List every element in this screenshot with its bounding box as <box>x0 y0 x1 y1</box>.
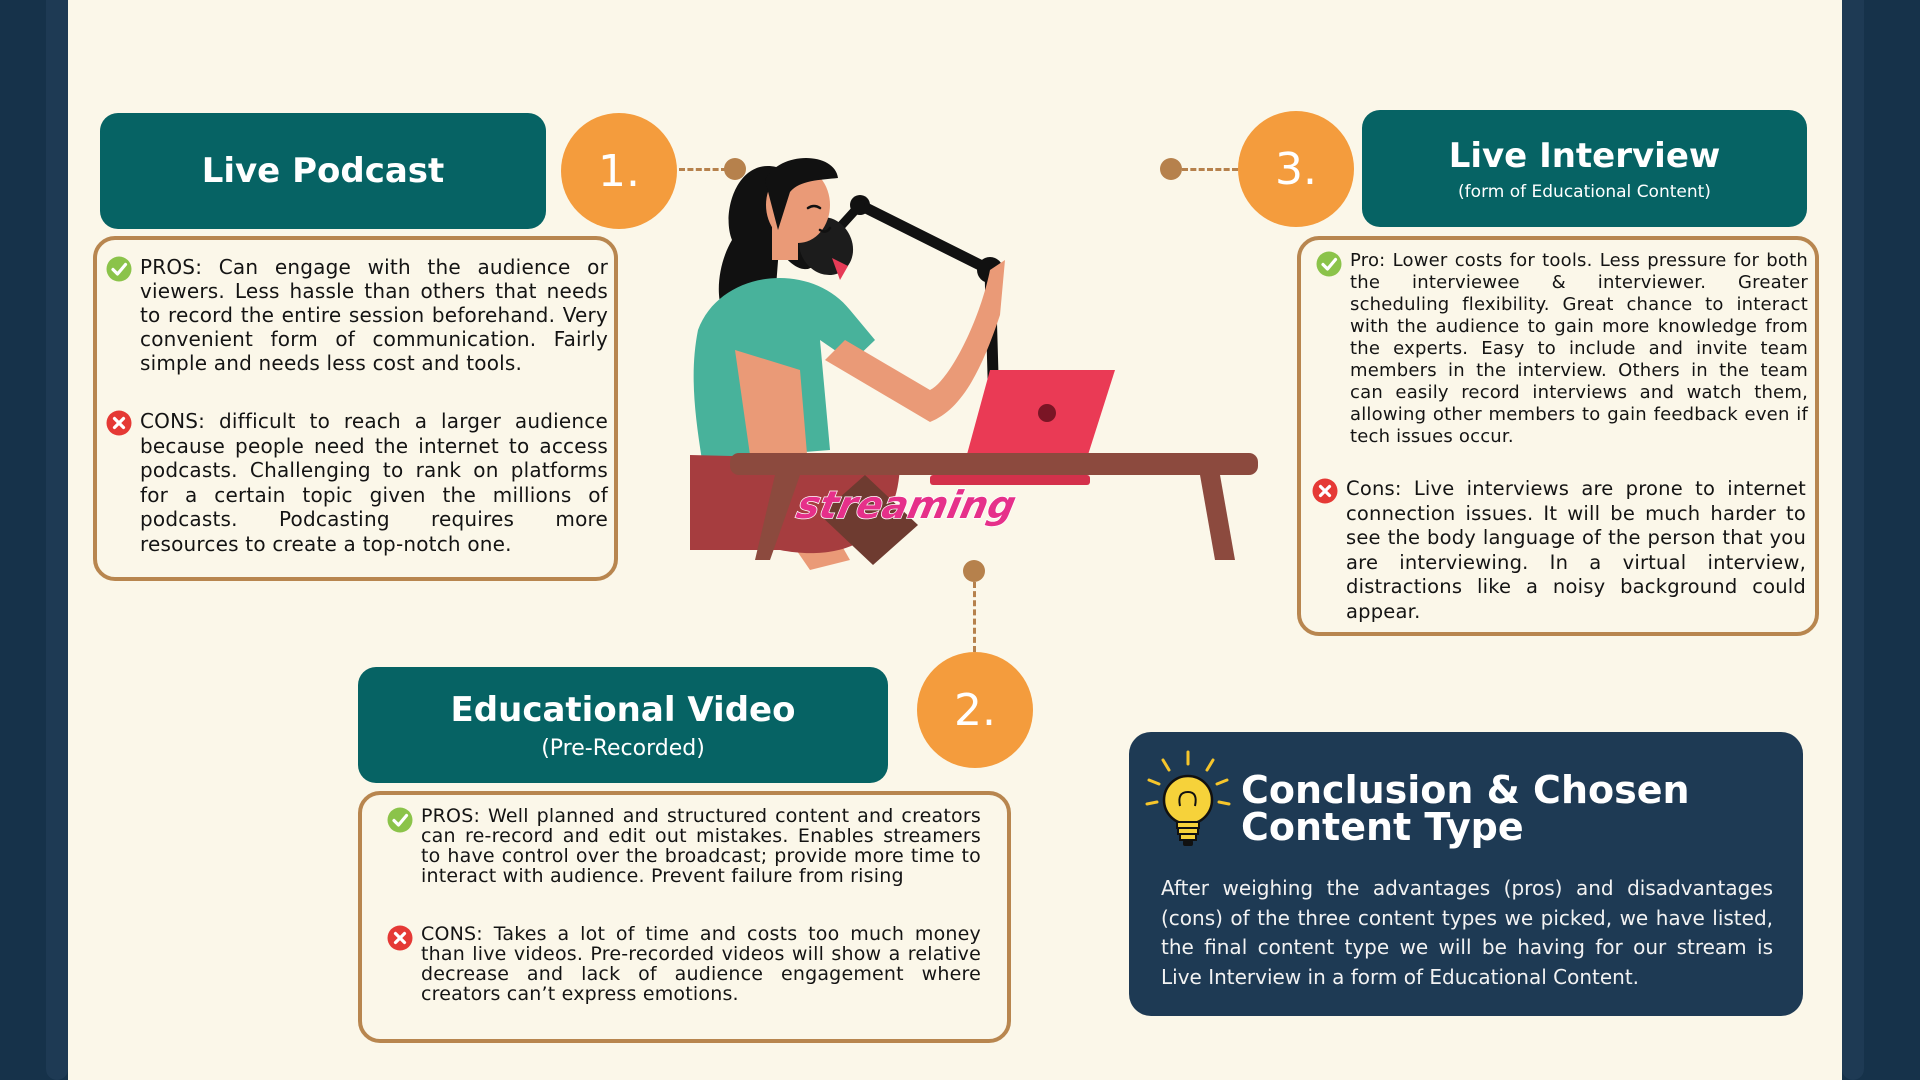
video-pros: PROS: Well planned and structured conten… <box>387 806 981 886</box>
cross-icon <box>106 410 132 436</box>
video-number-badge: 2. <box>917 652 1033 768</box>
video-connector-line <box>973 582 976 652</box>
right-edge-bar <box>1842 0 1864 1080</box>
video-card <box>358 791 1011 1043</box>
interview-pros-label: Pro <box>1350 250 1380 271</box>
interview-pros-text: : Lower costs for tools. Less pressure f… <box>1350 250 1808 447</box>
video-pros-label: PROS <box>421 805 474 827</box>
conclusion-panel: Conclusion & Chosen Content Type After w… <box>1129 732 1803 1016</box>
podcast-title: Live Podcast <box>201 151 445 191</box>
interview-card <box>1297 236 1819 636</box>
lightbulb-icon <box>1145 750 1231 846</box>
video-title: Educational Video <box>450 689 796 730</box>
check-icon <box>1316 251 1342 277</box>
interview-cons: Cons: Live interviews are prone to inter… <box>1312 477 1806 624</box>
podcast-card <box>93 236 618 581</box>
cross-icon <box>1312 478 1338 504</box>
video-pros-text: : Well planned and structured content an… <box>421 805 981 887</box>
podcast-cons: CONS: difficult to reach a larger audien… <box>106 409 608 556</box>
podcast-cons-text: : difficult to reach a larger audience b… <box>140 409 608 556</box>
laptop-icon <box>930 370 1115 485</box>
conclusion-text: After weighing the advantages (pros) and… <box>1161 876 1773 989</box>
left-edge-bar <box>46 0 68 1080</box>
podcast-connector-line <box>679 168 727 171</box>
interview-pros: Pro: Lower costs for tools. Less pressur… <box>1316 250 1808 448</box>
conclusion-title-line1: Conclusion & Chosen <box>1241 768 1690 812</box>
video-cons: CONS: Takes a lot of time and costs too … <box>387 924 981 1004</box>
podcast-connector-dot <box>724 158 746 180</box>
conclusion-title: Conclusion & Chosen Content Type <box>1241 768 1690 849</box>
check-icon <box>106 256 132 282</box>
podcast-cons-label: CONS <box>140 409 199 433</box>
video-cons-text: : Takes a lot of time and costs too much… <box>421 923 981 1005</box>
conclusion-title-line2: Content Type <box>1241 805 1524 849</box>
video-subtitle: (Pre-Recorded) <box>541 735 705 761</box>
podcast-pros-text: : Can engage with the audience or viewer… <box>140 255 608 375</box>
interview-cons-text: : Live interviews are prone to internet … <box>1346 477 1806 623</box>
desk <box>730 453 1258 475</box>
cross-icon <box>387 925 413 951</box>
interview-cons-label: Cons <box>1346 477 1395 500</box>
interview-number-badge: 3. <box>1238 111 1354 227</box>
podcast-number-badge: 1. <box>561 113 677 229</box>
podcast-pros-label: PROS <box>140 255 196 279</box>
video-title-box: Educational Video (Pre-Recorded) <box>358 667 888 783</box>
streamer-illustration: streaming <box>690 158 1258 570</box>
interview-connector-dot <box>1160 158 1182 180</box>
video-cons-label: CONS <box>421 923 477 945</box>
interview-title-box: Live Interview (form of Educational Cont… <box>1362 110 1807 227</box>
interview-subtitle: (form of Educational Content) <box>1458 181 1711 202</box>
streaming-sticker: streaming <box>793 483 1020 528</box>
video-connector-dot <box>963 560 985 582</box>
interview-connector-line <box>1182 168 1238 171</box>
podcast-pros: PROS: Can engage with the audience or vi… <box>106 255 608 375</box>
podcast-title-box: Live Podcast <box>100 113 546 229</box>
check-icon <box>387 807 413 833</box>
interview-title: Live Interview <box>1448 135 1721 176</box>
